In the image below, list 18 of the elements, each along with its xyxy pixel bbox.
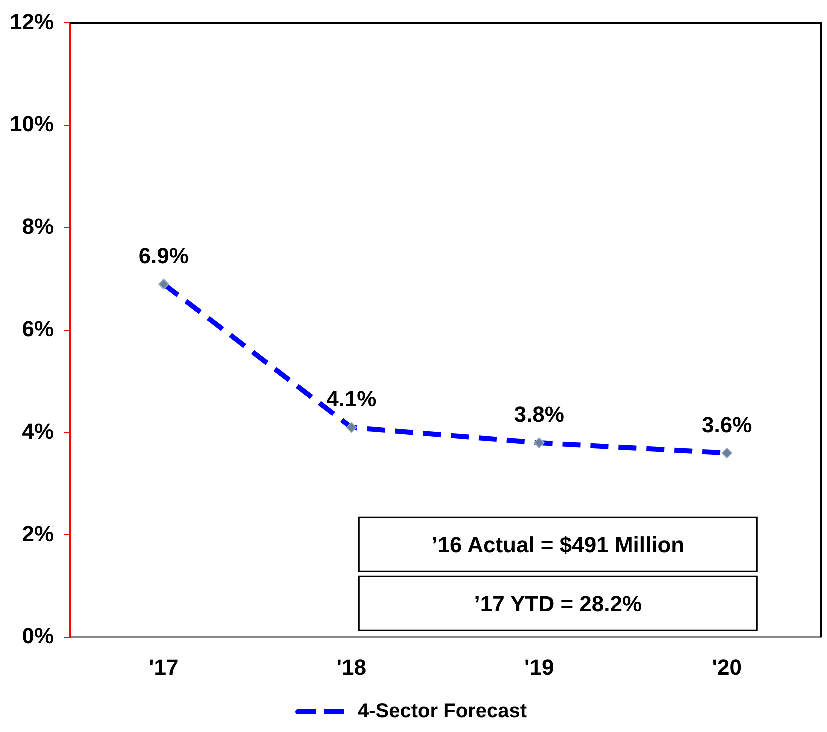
x-tick-label: '18 xyxy=(336,654,366,680)
y-tick-label: 6% xyxy=(22,316,54,342)
annotation: ’17 YTD = 28.2% xyxy=(474,592,642,617)
annotation: ’16 Actual = $491 Million xyxy=(432,532,685,558)
y-tick-label: 10% xyxy=(10,112,54,137)
data-label: 6.9% xyxy=(138,243,189,268)
x-tick-label: '17 xyxy=(149,654,179,680)
y-tick-label: 12% xyxy=(10,9,54,34)
y-tick-label: 4% xyxy=(22,418,54,444)
data-label: 3.8% xyxy=(514,402,564,428)
y-tick-label: 8% xyxy=(22,214,54,240)
x-tick-label: '20 xyxy=(712,654,742,680)
legend-label: 4-Sector Forecast xyxy=(358,700,528,723)
data-label: 3.6% xyxy=(702,412,752,438)
x-tick-label: '19 xyxy=(524,654,554,680)
y-tick-label: 2% xyxy=(22,521,54,546)
y-tick-label: 0% xyxy=(22,624,54,649)
data-label: 4.1% xyxy=(326,386,377,412)
